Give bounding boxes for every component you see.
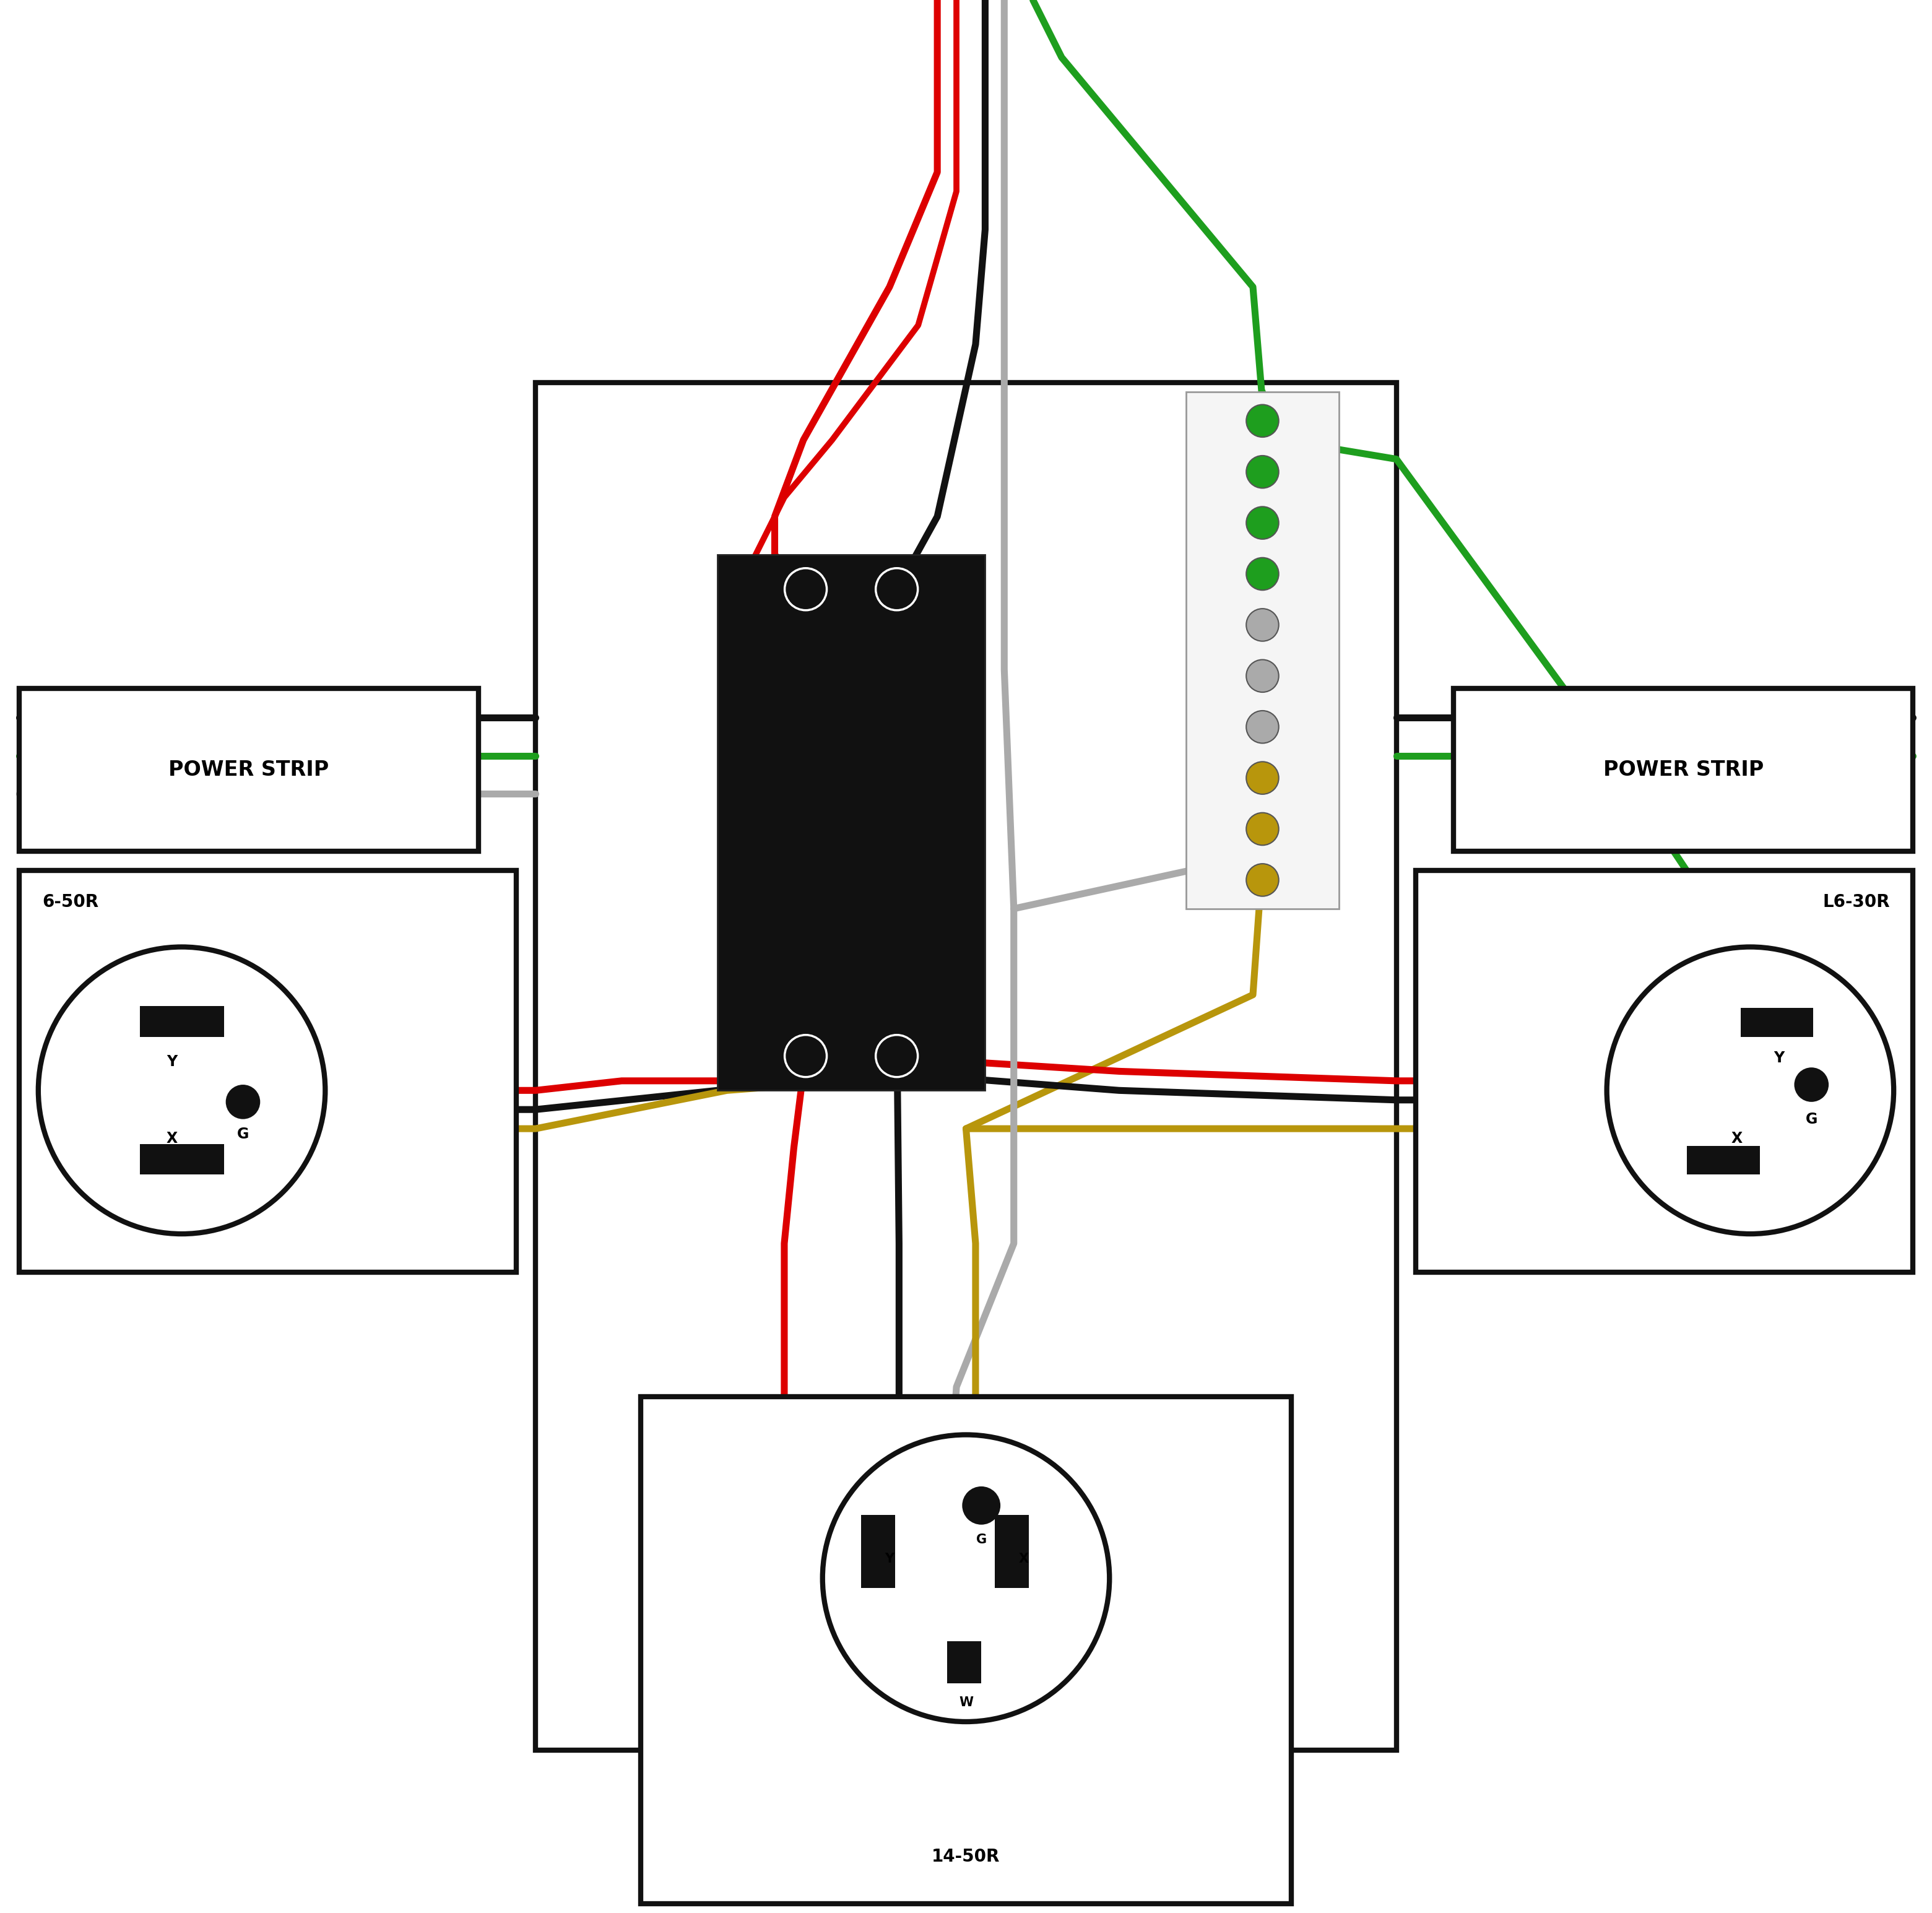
- Text: L6-30R: L6-30R: [1822, 893, 1889, 911]
- Bar: [641, 1396, 1291, 1903]
- Bar: [717, 555, 985, 1090]
- Bar: [19, 870, 516, 1272]
- Bar: [1453, 689, 1913, 851]
- Bar: [995, 1515, 1030, 1588]
- Circle shape: [1795, 1067, 1830, 1102]
- Text: 14-50R: 14-50R: [931, 1848, 1001, 1865]
- Circle shape: [875, 568, 918, 610]
- Circle shape: [1246, 608, 1279, 641]
- Text: Y: Y: [885, 1553, 895, 1565]
- Circle shape: [1246, 404, 1279, 436]
- Text: W: W: [958, 1697, 974, 1708]
- Text: 6-50R: 6-50R: [43, 893, 99, 911]
- Bar: [139, 1144, 224, 1175]
- Text: POWER STRIP: POWER STRIP: [168, 759, 328, 781]
- Circle shape: [1246, 813, 1279, 846]
- Circle shape: [962, 1486, 1001, 1525]
- Bar: [19, 689, 479, 851]
- Circle shape: [875, 1035, 918, 1077]
- Text: G: G: [238, 1127, 249, 1142]
- Circle shape: [1246, 507, 1279, 539]
- Text: POWER STRIP: POWER STRIP: [1604, 759, 1764, 781]
- Circle shape: [784, 568, 827, 610]
- Circle shape: [784, 1035, 827, 1077]
- Circle shape: [1246, 710, 1279, 742]
- Text: G: G: [1806, 1111, 1818, 1127]
- Bar: [1186, 392, 1339, 909]
- Circle shape: [1246, 455, 1279, 488]
- Bar: [1741, 1008, 1814, 1037]
- Text: X: X: [1018, 1553, 1028, 1565]
- Text: G: G: [976, 1534, 987, 1546]
- Bar: [947, 1641, 981, 1683]
- Bar: [139, 1006, 224, 1037]
- Bar: [862, 1515, 895, 1588]
- Circle shape: [1246, 660, 1279, 693]
- Circle shape: [226, 1085, 261, 1119]
- Text: X: X: [1731, 1131, 1743, 1146]
- Bar: [1416, 870, 1913, 1272]
- Circle shape: [39, 947, 325, 1234]
- Text: Y: Y: [1774, 1050, 1785, 1066]
- Bar: [535, 383, 1397, 1750]
- Circle shape: [1246, 761, 1279, 794]
- Text: Y: Y: [166, 1054, 178, 1069]
- Circle shape: [1246, 863, 1279, 895]
- Circle shape: [823, 1435, 1109, 1722]
- Bar: [1687, 1146, 1760, 1175]
- Circle shape: [1607, 947, 1893, 1234]
- Text: X: X: [166, 1131, 178, 1146]
- Circle shape: [1246, 559, 1279, 589]
